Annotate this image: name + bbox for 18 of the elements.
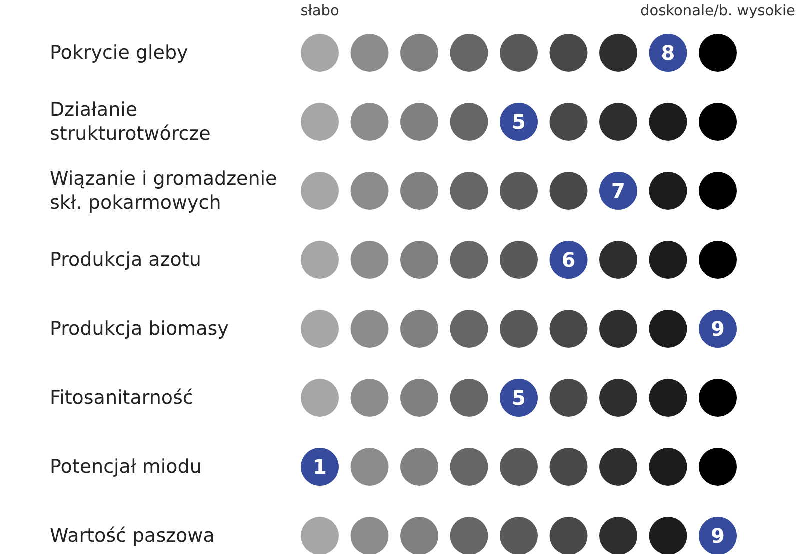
- data-label: 9: [711, 524, 725, 548]
- y-tick-label: Działanie strukturotwórcze: [50, 99, 211, 145]
- y-tick-label: Wiązanie i gromadzenie skł. pokarmowych: [50, 168, 284, 214]
- data-label: 8: [661, 41, 676, 65]
- y-tick-label: Wartość paszowa: [50, 525, 215, 547]
- y-tick-label: Produkcja biomasy: [50, 318, 229, 340]
- data-label: 1: [313, 455, 327, 479]
- data-label: 9: [711, 317, 725, 341]
- data-label: 7: [612, 179, 626, 203]
- data-label: 5: [512, 386, 526, 410]
- y-tick-label: Pokrycie gleby: [50, 42, 188, 64]
- x-tick-label: słabo: [300, 4, 340, 20]
- data-label: 5: [512, 110, 526, 134]
- y-tick-label: Potencjał miodu: [50, 456, 202, 478]
- x-tick-label: doskonale/b. wysokie: [640, 4, 796, 20]
- y-tick-label: Produkcja azotu: [50, 249, 202, 271]
- y-tick-label: Fitosanitarność: [50, 387, 194, 409]
- data-label: 6: [562, 248, 576, 272]
